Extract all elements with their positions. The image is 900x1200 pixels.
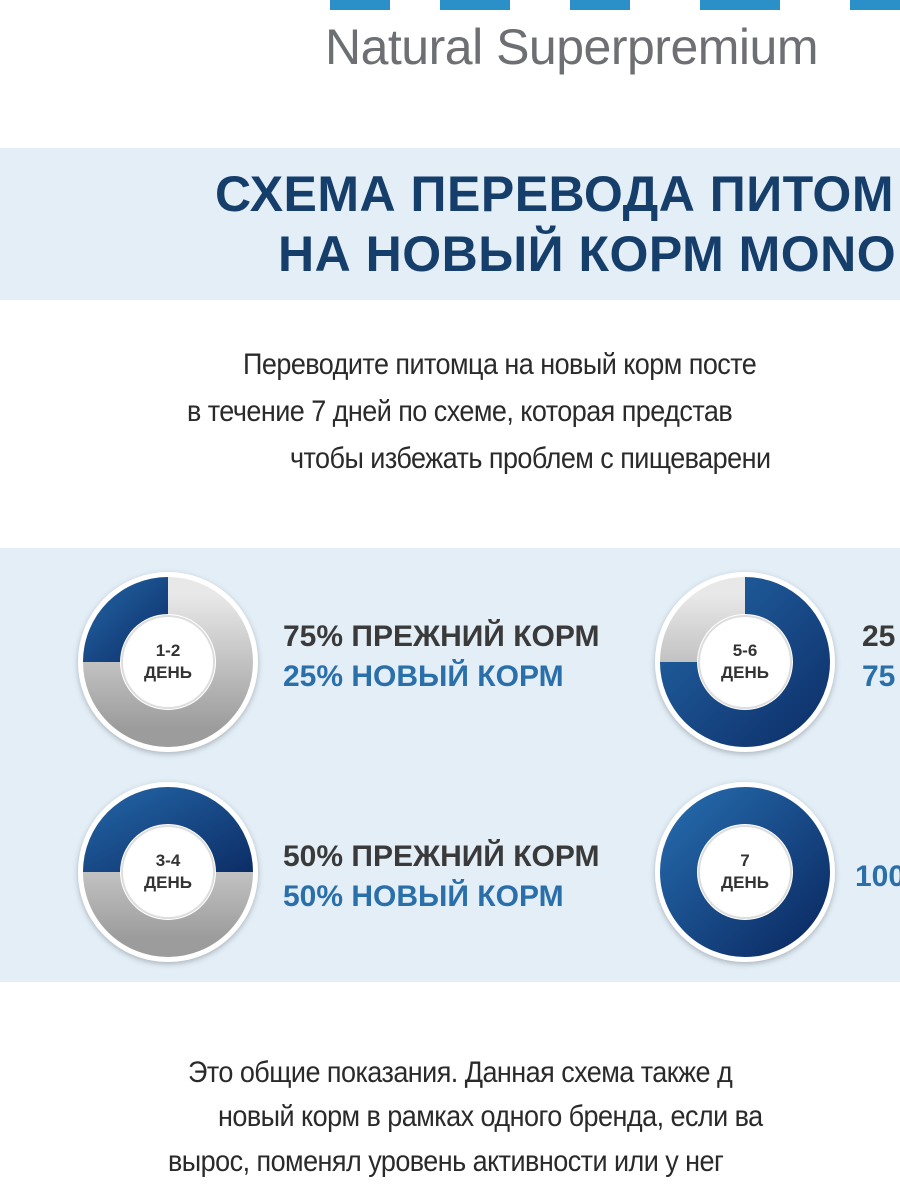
day-number: 5-6: [733, 641, 758, 660]
footer-line: Это общие показания. Данная схема также …: [188, 1056, 733, 1089]
title-band: [0, 148, 900, 300]
new-food-share: 100: [855, 860, 900, 893]
title-line: СХЕМА ПЕРЕВОДА ПИТОМ: [215, 166, 894, 222]
day-word: ДЕНЬ: [144, 873, 192, 892]
logo-fragment: [330, 0, 390, 10]
donut: 3-4 ДЕНЬ: [78, 782, 258, 962]
title-line: НА НОВЫЙ КОРМ MONO: [278, 226, 897, 282]
donut: 5-6 ДЕНЬ: [655, 572, 835, 752]
new-food-share: 25% НОВЫЙ КОРМ: [283, 660, 564, 693]
old-food-share: 25: [862, 620, 896, 653]
day-word: ДЕНЬ: [144, 663, 192, 682]
day-number: 7: [740, 851, 749, 870]
old-food-share: 50% ПРЕЖНИЙ КОРМ: [283, 840, 600, 873]
day-number: 1-2: [156, 641, 181, 660]
intro-line: чтобы избежать проблем с пищеварени: [290, 442, 771, 475]
donut: 7 ДЕНЬ: [655, 782, 835, 962]
footer-line: вырос, поменял уровень активности или у …: [168, 1145, 724, 1178]
old-food-share: 75% ПРЕЖНИЙ КОРМ: [283, 620, 600, 653]
day-word: ДЕНЬ: [721, 663, 769, 682]
new-food-share: 50% НОВЫЙ КОРМ: [283, 880, 564, 913]
logo-fragment: [850, 0, 900, 10]
day-word: ДЕНЬ: [721, 873, 769, 892]
logo-fragment: [700, 0, 780, 10]
donuts: 1-2 ДЕНЬ 5-6 ДЕНЬ 3-4 ДЕНЬ 7 ДЕНЬ: [78, 572, 835, 962]
new-food-share: 75: [862, 660, 896, 693]
intro-line: в течение 7 дней по схеме, которая предс…: [187, 395, 733, 428]
donut: 1-2 ДЕНЬ: [78, 572, 258, 752]
brand-subtitle: Natural Superpremium: [325, 19, 818, 75]
logo-fragment: [440, 0, 510, 10]
intro-line: Переводите питомца на новый корм посте: [243, 348, 757, 381]
logo-fragment: [570, 0, 630, 10]
footer-line: новый корм в рамках одного бренда, если …: [218, 1100, 763, 1133]
day-number: 3-4: [156, 851, 181, 870]
